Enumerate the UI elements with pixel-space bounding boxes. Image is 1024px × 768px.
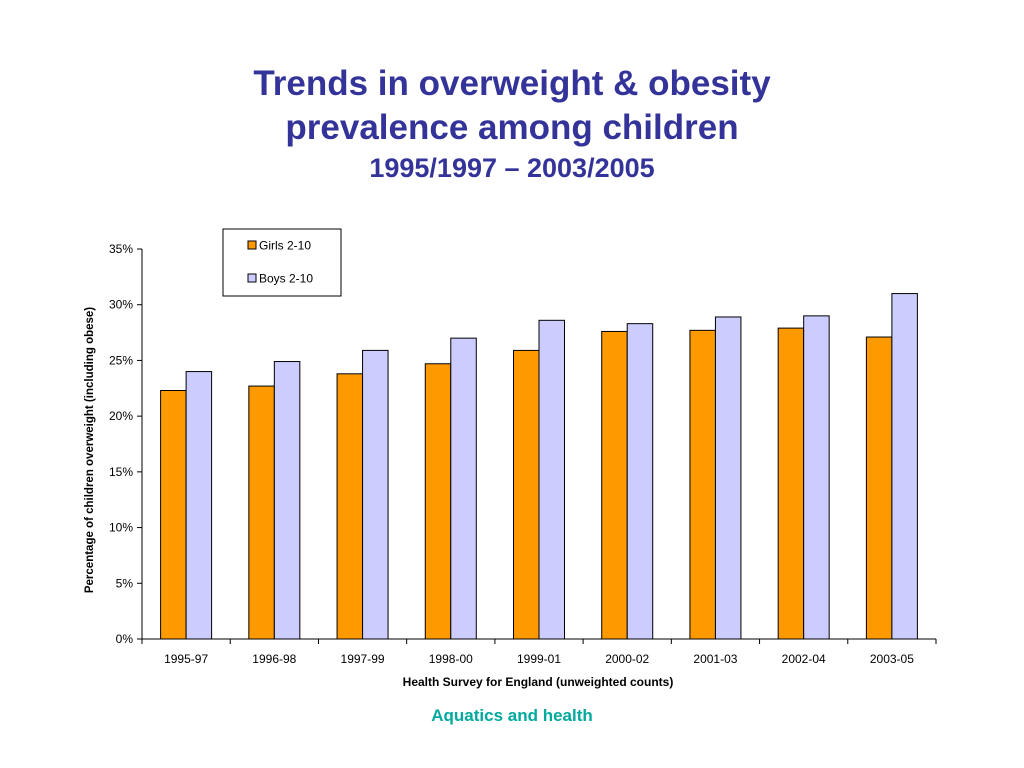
x-tick-label: 2003-05 bbox=[870, 652, 914, 666]
bar-girls-1999-01 bbox=[513, 349, 540, 640]
bar-girls-2002-04 bbox=[777, 327, 805, 640]
y-tick-label: 30% bbox=[109, 298, 133, 312]
y-tick-label: 20% bbox=[109, 409, 133, 423]
bar-girls-1998-00 bbox=[424, 363, 452, 640]
bar-boys-2002-04 bbox=[803, 315, 830, 640]
chart-legend: Girls 2-10 Boys 2-10 bbox=[222, 228, 342, 297]
bar-boys-1999-01 bbox=[538, 319, 565, 640]
bar-boys-1995-97 bbox=[185, 371, 213, 640]
bar-boys-1998-00 bbox=[450, 337, 477, 640]
title-line-2: prevalence among children bbox=[285, 108, 739, 147]
x-tick-label: 1995-97 bbox=[164, 652, 208, 666]
bars-layer bbox=[160, 293, 918, 640]
bar-girls-1995-97 bbox=[160, 390, 187, 640]
footer-text: Aquatics and health bbox=[431, 706, 593, 725]
x-tick-label: 2001-03 bbox=[693, 652, 737, 666]
bar-girls-2000-02 bbox=[601, 330, 628, 640]
x-tick-label: 2002-04 bbox=[782, 652, 826, 666]
bar-boys-2001-03 bbox=[714, 316, 742, 640]
bar-boys-1997-99 bbox=[362, 349, 389, 640]
legend-swatch-boys bbox=[247, 273, 257, 283]
x-tick-label: 2000-02 bbox=[605, 652, 649, 666]
legend-label-girls: Girls 2-10 bbox=[259, 239, 311, 253]
y-tick-label: 35% bbox=[109, 242, 133, 256]
y-tick-label: 5% bbox=[116, 576, 134, 590]
y-tick-label: 25% bbox=[109, 353, 133, 367]
title-line-1: Trends in overweight & obesity bbox=[253, 64, 771, 103]
legend-box bbox=[222, 228, 342, 297]
slide-title: Trends in overweight & obesity prevalenc… bbox=[0, 62, 1024, 186]
bar-girls-1997-99 bbox=[336, 373, 364, 640]
y-tick-label: 15% bbox=[109, 465, 133, 479]
bar-girls-2001-03 bbox=[689, 329, 716, 640]
x-tick-label: 1998-00 bbox=[429, 652, 473, 666]
x-tick-label: 1996-98 bbox=[252, 652, 296, 666]
legend-swatch-girls bbox=[247, 240, 257, 250]
bar-chart: 0% 5% 10% 15% 20% 25% 30% 35% 1995-97 1996-98 1997… bbox=[84, 228, 937, 689]
legend-label-boys: Boys 2-10 bbox=[259, 272, 313, 286]
y-tick-label: 10% bbox=[109, 521, 133, 535]
bar-girls-2003-05 bbox=[865, 336, 893, 640]
axes-layer: 0% 5% 10% 15% 20% 25% 30% 35% 1995-97 1996-98 1997… bbox=[109, 242, 937, 666]
x-axis-label: Health Survey for England (unweighted co… bbox=[403, 675, 674, 689]
y-tick-label: 0% bbox=[116, 632, 134, 646]
bar-boys-2003-05 bbox=[891, 293, 918, 640]
bar-boys-2000-02 bbox=[626, 323, 654, 640]
x-tick-label: 1997-99 bbox=[341, 652, 385, 666]
title-date-range: 1995/1997 – 2003/2005 bbox=[369, 153, 655, 183]
bar-boys-1996-98 bbox=[273, 361, 301, 640]
x-tick-label: 1999-01 bbox=[517, 652, 561, 666]
y-axis-label: Percentage of children overweight (inclu… bbox=[84, 307, 96, 593]
bar-girls-1996-98 bbox=[248, 385, 275, 640]
